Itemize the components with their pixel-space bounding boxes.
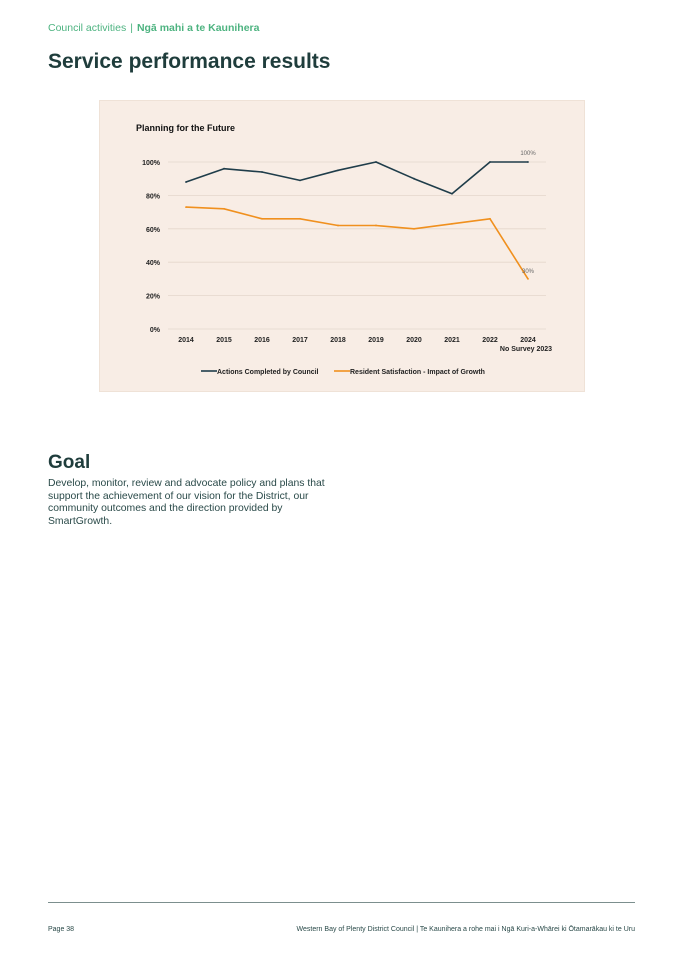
x-tick-label: 2018 <box>330 337 346 344</box>
series-1-point <box>223 167 225 170</box>
line-chart: Planning for the Future 0% 20% 40% 60% 80% 100… <box>136 123 552 376</box>
goal-text: Develop, monitor, review and advocate po… <box>48 478 325 527</box>
series-1-point <box>185 181 187 183</box>
x-tick-label: 2021 <box>444 337 460 344</box>
x-tick-label: 2016 <box>254 337 270 344</box>
chart-panel: Planning for the Future 0% 20% 40% 60% 80% 100… <box>99 100 585 392</box>
x-tick-label: 2019 <box>368 337 384 344</box>
series-2-point <box>489 217 491 220</box>
x-tick-label: 2022 <box>482 337 498 344</box>
series-1-point <box>299 179 301 182</box>
y-tick-label: 100% <box>142 160 161 167</box>
series-2-point <box>223 207 225 210</box>
x-tick-label: 2024 <box>520 337 536 344</box>
series-line-1 <box>185 161 528 195</box>
y-tick-label: 60% <box>146 227 161 234</box>
x-tick-label: 2017 <box>292 337 308 344</box>
y-tick-label: 80% <box>146 193 161 200</box>
series-1-point <box>337 169 339 172</box>
series-1-point <box>527 161 529 163</box>
x-axis-note: No Survey 2023 <box>500 346 552 353</box>
series-2-point <box>413 227 415 230</box>
page-number: Page 38 <box>48 926 75 933</box>
data-label: 30% <box>522 269 535 275</box>
x-tick-label: 2020 <box>406 337 422 344</box>
series-1-point <box>413 177 415 180</box>
y-tick-label: 0% <box>150 327 161 334</box>
series-2-point <box>527 278 529 280</box>
series-2-point <box>451 222 453 225</box>
x-tick-label: 2015 <box>216 337 232 344</box>
footer-organisation: Western Bay of Plenty District Council |… <box>296 926 635 933</box>
legend-label: Resident Satisfaction - Impact of Growth <box>350 369 485 376</box>
section-label: Council activities <box>48 22 127 34</box>
series-1-point <box>261 171 263 173</box>
goal-heading: Goal <box>48 452 91 473</box>
series-1-point <box>451 192 453 195</box>
x-tick-label: 2014 <box>178 337 194 344</box>
series-2-point <box>299 217 301 220</box>
y-tick-label: 20% <box>146 294 161 301</box>
footer-divider <box>48 902 635 903</box>
series-2-point <box>185 206 187 208</box>
y-tick-label: 40% <box>146 260 161 267</box>
legend-label: Actions Completed by Council <box>217 369 319 376</box>
data-label: 100% <box>520 151 536 157</box>
series-2-point <box>337 224 339 227</box>
series-line-2 <box>185 206 529 280</box>
page-title: Service performance results <box>48 50 331 73</box>
series-1-point <box>489 161 491 163</box>
section-label-maori: Ngā mahi a te Kaunihera <box>136 22 260 34</box>
series-2-point <box>261 217 263 220</box>
header-separator: | <box>130 22 133 34</box>
series-1-point <box>375 161 377 163</box>
section-header: Council activities | Ngā mahi a te Kaunihe… <box>48 22 259 34</box>
series-2-point <box>375 224 377 227</box>
chart-title: Planning for the Future <box>136 123 235 133</box>
